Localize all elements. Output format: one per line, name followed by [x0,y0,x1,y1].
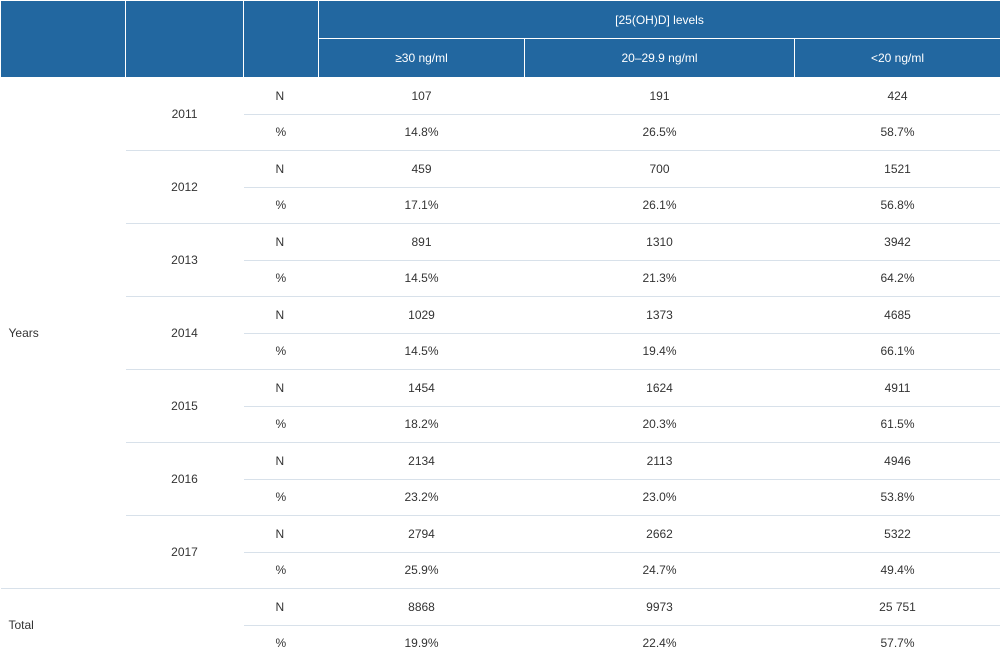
year-label: 2012 [126,151,244,224]
total-cell-count: 9973 [525,589,795,626]
stat-label-n: N [244,297,319,334]
header-blank-3 [244,1,319,78]
cell-percent: 23.0% [525,479,795,516]
header-col-ge30: ≥30 ng/ml [319,39,525,78]
year-label: 2015 [126,370,244,443]
cell-percent: 20.3% [525,406,795,443]
cell-percent: 14.5% [319,333,525,370]
cell-percent: 24.7% [525,552,795,589]
cell-percent: 66.1% [795,333,1000,370]
cell-count: 4946 [795,443,1000,480]
table-header: [25(OH)D] levels ≥30 ng/ml 20–29.9 ng/ml… [1,1,1000,78]
stat-label-n: N [244,151,319,188]
cell-percent: 26.5% [525,114,795,151]
cell-percent: 19.4% [525,333,795,370]
cell-percent: 17.1% [319,187,525,224]
total-label: Total [1,589,126,661]
stat-label-pct: % [244,333,319,370]
total-cell-percent: 19.9% [319,625,525,661]
cell-percent: 61.5% [795,406,1000,443]
stat-label-pct: % [244,406,319,443]
total-cell-count: 8868 [319,589,525,626]
total-cell-count: 25 751 [795,589,1000,626]
stat-label-pct: % [244,552,319,589]
cell-count: 700 [525,151,795,188]
cell-count: 4911 [795,370,1000,407]
cell-percent: 58.7% [795,114,1000,151]
total-blank [126,589,244,661]
cell-count: 1454 [319,370,525,407]
total-cell-percent: 57.7% [795,625,1000,661]
stat-label-n: N [244,589,319,626]
cell-count: 191 [525,78,795,115]
cell-percent: 25.9% [319,552,525,589]
cell-percent: 64.2% [795,260,1000,297]
cell-count: 2113 [525,443,795,480]
header-blank-1 [1,1,126,78]
cell-percent: 26.1% [525,187,795,224]
cell-count: 1521 [795,151,1000,188]
year-label: 2011 [126,78,244,151]
cell-count: 1624 [525,370,795,407]
cell-count: 424 [795,78,1000,115]
stat-label-pct: % [244,260,319,297]
cell-percent: 14.8% [319,114,525,151]
cell-count: 2662 [525,516,795,553]
stat-label-pct: % [244,479,319,516]
section-label-years: Years [1,78,126,589]
cell-count: 3942 [795,224,1000,261]
stat-label-pct: % [244,625,319,661]
cell-percent: 14.5% [319,260,525,297]
cell-count: 5322 [795,516,1000,553]
total-cell-percent: 22.4% [525,625,795,661]
stat-label-n: N [244,443,319,480]
year-label: 2014 [126,297,244,370]
header-col-lt20: <20 ng/ml [795,39,1000,78]
cell-percent: 49.4% [795,552,1000,589]
cell-percent: 56.8% [795,187,1000,224]
year-label: 2013 [126,224,244,297]
stat-label-n: N [244,224,319,261]
header-group-label: [25(OH)D] levels [319,1,1000,39]
cell-count: 891 [319,224,525,261]
stat-label-n: N [244,516,319,553]
cell-count: 107 [319,78,525,115]
year-label: 2016 [126,443,244,516]
cell-percent: 23.2% [319,479,525,516]
cell-count: 459 [319,151,525,188]
cell-count: 1373 [525,297,795,334]
stat-label-pct: % [244,114,319,151]
cell-percent: 18.2% [319,406,525,443]
stat-label-pct: % [244,187,319,224]
cell-count: 2134 [319,443,525,480]
stat-label-n: N [244,78,319,115]
cell-count: 1029 [319,297,525,334]
stat-label-n: N [244,370,319,407]
header-col-20-29: 20–29.9 ng/ml [525,39,795,78]
cell-count: 2794 [319,516,525,553]
cell-count: 4685 [795,297,1000,334]
header-blank-2 [126,1,244,78]
cell-percent: 21.3% [525,260,795,297]
year-label: 2017 [126,516,244,589]
cell-percent: 53.8% [795,479,1000,516]
cell-count: 1310 [525,224,795,261]
